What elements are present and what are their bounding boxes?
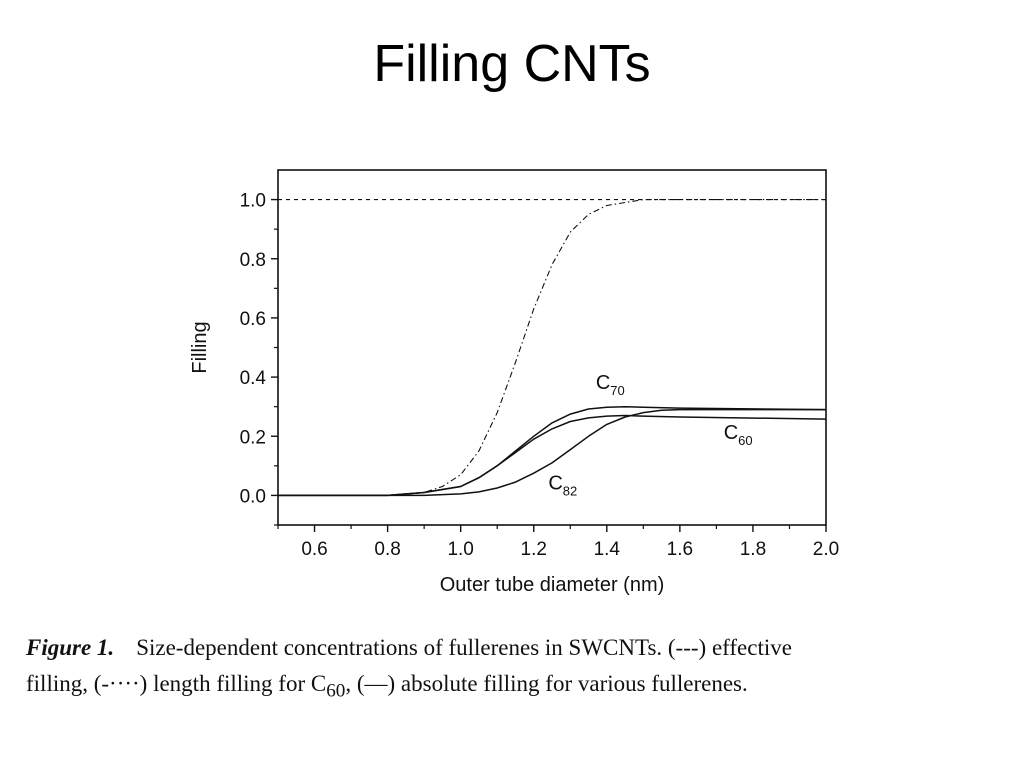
y-tick-label: 0.2 bbox=[240, 427, 266, 448]
caption-text-2b: , (—) absolute filling for various fulle… bbox=[345, 671, 748, 696]
series-line-c82 bbox=[278, 408, 826, 497]
x-tick-label: 2.0 bbox=[813, 539, 839, 560]
x-tick-label: 1.4 bbox=[594, 539, 621, 560]
curve-label-c70: C70 bbox=[596, 372, 625, 398]
curve-label-c82: C82 bbox=[548, 473, 577, 499]
curve-label-main: C bbox=[596, 372, 610, 394]
filling-chart: 0.6 0.8 1.0 1.2 1.4 1.6 1.8 2.0 0.0 0.2 0.4 0.6 0.8 1… bbox=[189, 169, 839, 596]
y-tick-label: 0.6 bbox=[240, 309, 266, 330]
curve-label-main: C bbox=[724, 422, 738, 444]
caption-text-1: Size-dependent concentrations of fullere… bbox=[136, 635, 792, 660]
y-tick-label: 1.0 bbox=[240, 191, 266, 212]
x-tick-label: 0.8 bbox=[374, 539, 400, 560]
curve-label-subscript: 70 bbox=[610, 383, 624, 398]
caption-figure-label: Figure 1. bbox=[26, 635, 115, 660]
caption-text-2a: filling, (-····) length filling for C bbox=[26, 671, 327, 696]
figure-caption: Figure 1. Size-dependent concentrations o… bbox=[26, 630, 1011, 710]
y-tick-label: 0.0 bbox=[240, 486, 266, 507]
curve-label-subscript: 82 bbox=[563, 484, 577, 499]
curve-label-c60: C60 bbox=[724, 422, 753, 448]
series-line-dash-dot bbox=[278, 199, 826, 496]
y-tick-label: 0.4 bbox=[240, 368, 267, 389]
x-tick-label: 1.6 bbox=[667, 539, 693, 560]
caption-line-2: filling, (-····) length filling for C60,… bbox=[26, 666, 1011, 710]
x-tick-label: 1.2 bbox=[521, 539, 547, 560]
y-axis-label: Filling bbox=[189, 321, 211, 373]
curve-label-main: C bbox=[548, 473, 562, 495]
x-axis-label: Outer tube diameter (nm) bbox=[440, 574, 665, 596]
curve-label-subscript: 60 bbox=[738, 433, 752, 448]
series-line-c60 bbox=[278, 414, 827, 497]
slide-title: Filling CNTs bbox=[373, 35, 651, 93]
caption-subscript: 60 bbox=[326, 680, 346, 702]
x-tick-label: 1.0 bbox=[447, 539, 473, 560]
y-tick-label: 0.8 bbox=[240, 250, 266, 271]
caption-line-1: Figure 1. Size-dependent concentrations o… bbox=[26, 630, 1011, 666]
x-tick-label: 1.8 bbox=[740, 539, 766, 560]
x-tick-label: 0.6 bbox=[301, 539, 327, 560]
